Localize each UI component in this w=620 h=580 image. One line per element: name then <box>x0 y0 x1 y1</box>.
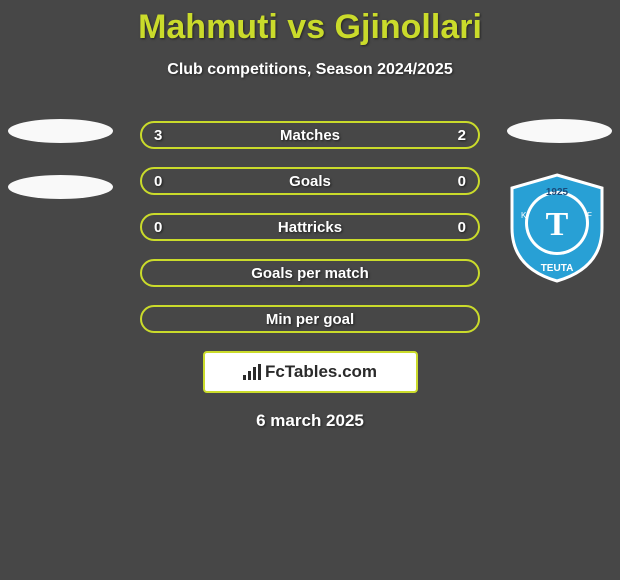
left-avatars <box>8 119 113 231</box>
stat-right-value: 2 <box>436 127 466 144</box>
badge-letter: T <box>546 206 569 243</box>
source-logo-box: FcTables.com <box>203 351 418 393</box>
right-avatars: 1925 T TEUTA K F <box>507 119 612 283</box>
stat-right-value: 0 <box>436 219 466 236</box>
stat-row-goals: 0 Goals 0 <box>140 167 480 195</box>
stat-row-goals-per-match: Goals per match <box>140 259 480 287</box>
stat-label: Goals <box>184 173 436 190</box>
date-text: 6 march 2025 <box>0 411 620 431</box>
player1-avatar-placeholder <box>8 119 113 143</box>
stat-label: Matches <box>184 127 436 144</box>
stat-row-min-per-goal: Min per goal <box>140 305 480 333</box>
teuta-club-badge: 1925 T TEUTA K F <box>507 173 607 283</box>
player1-club-placeholder <box>8 175 113 199</box>
stat-right-value: 0 <box>436 173 466 190</box>
stat-row-hattricks: 0 Hattricks 0 <box>140 213 480 241</box>
stat-row-matches: 3 Matches 2 <box>140 121 480 149</box>
stat-label: Goals per match <box>184 265 436 282</box>
stat-label: Hattricks <box>184 219 436 236</box>
stats-container: 1925 T TEUTA K F 3 Matches 2 0 Goals 0 0… <box>0 79 620 431</box>
badge-k: K <box>521 211 527 220</box>
source-logo: FcTables.com <box>243 362 377 382</box>
badge-year: 1925 <box>546 187 569 198</box>
stat-left-value: 0 <box>154 219 184 236</box>
stat-label: Min per goal <box>184 311 436 328</box>
page-subtitle: Club competitions, Season 2024/2025 <box>0 61 620 79</box>
stat-left-value: 0 <box>154 173 184 190</box>
page-title: Mahmuti vs Gjinollari <box>0 0 620 47</box>
player2-avatar-placeholder <box>507 119 612 143</box>
badge-name: TEUTA <box>541 263 574 274</box>
badge-f: F <box>587 211 592 220</box>
bar-chart-icon <box>243 364 261 380</box>
source-logo-text: FcTables.com <box>265 362 377 382</box>
stat-left-value: 3 <box>154 127 184 144</box>
